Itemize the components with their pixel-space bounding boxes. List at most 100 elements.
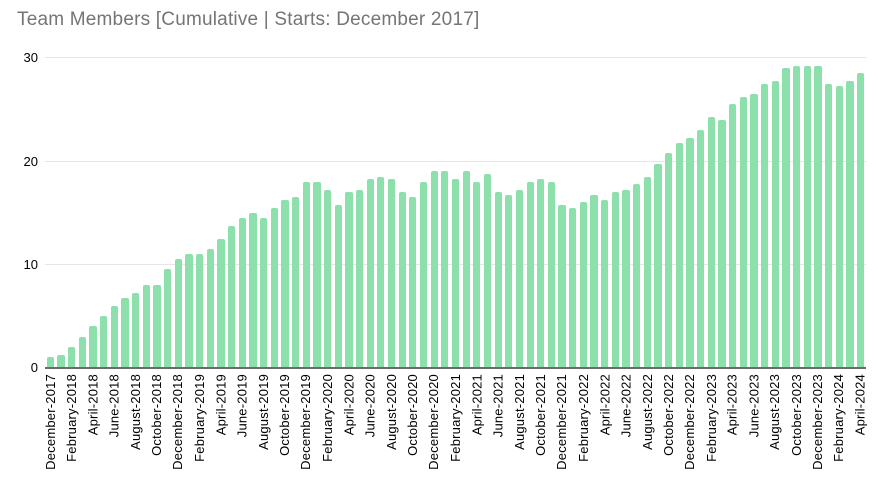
- bar-October-2022[interactable]: [665, 153, 673, 368]
- bar-April-2023[interactable]: [729, 104, 737, 368]
- bar-February-2023[interactable]: [707, 117, 716, 368]
- bar-March-2023[interactable]: [718, 119, 726, 368]
- x-tick-label-April-2024: April-2024: [852, 374, 868, 436]
- bar-December-2023[interactable]: [814, 65, 822, 368]
- bar-November-2022[interactable]: [675, 143, 684, 368]
- x-tick-label-June-2020: June-2020: [362, 374, 378, 438]
- x-tick-label-October-2022: October-2022: [660, 374, 676, 456]
- bar-March-2022[interactable]: [590, 194, 598, 368]
- bar-April-2024[interactable]: [857, 73, 865, 368]
- bar-November-2018[interactable]: [163, 269, 172, 368]
- bar-February-2018[interactable]: [68, 346, 76, 368]
- bar-September-2021[interactable]: [526, 181, 534, 368]
- bar-December-2022[interactable]: [686, 137, 694, 368]
- bar-September-2019[interactable]: [270, 207, 278, 368]
- bar-January-2018[interactable]: [57, 354, 65, 368]
- bar-August-2023[interactable]: [771, 81, 779, 368]
- bar-May-2023[interactable]: [739, 96, 747, 368]
- x-tick-label-August-2023: August-2023: [767, 374, 783, 450]
- bar-June-2022[interactable]: [622, 189, 630, 368]
- bar-March-2020[interactable]: [334, 205, 342, 368]
- bar-July-2020[interactable]: [377, 176, 385, 368]
- bar-March-2018[interactable]: [78, 336, 86, 368]
- bar-November-2021[interactable]: [547, 181, 556, 368]
- x-tick-label-August-2020: August-2020: [383, 374, 399, 450]
- bar-July-2019[interactable]: [249, 212, 257, 368]
- bar-September-2018[interactable]: [142, 284, 150, 368]
- x-tick-label-August-2019: August-2019: [255, 374, 271, 450]
- x-tick-label-December-2019: December-2019: [298, 374, 314, 470]
- bar-October-2020[interactable]: [409, 197, 417, 368]
- bar-August-2020[interactable]: [387, 179, 396, 368]
- bar-January-2024[interactable]: [825, 83, 833, 368]
- bar-September-2022[interactable]: [654, 163, 662, 368]
- x-tick-label-February-2020: February-2020: [319, 374, 335, 462]
- bar-October-2018[interactable]: [153, 284, 161, 368]
- x-tick-label-August-2021: August-2021: [511, 374, 527, 450]
- x-tick-label-December-2021: December-2021: [554, 374, 570, 470]
- bar-October-2023[interactable]: [793, 65, 801, 368]
- bar-March-2024[interactable]: [846, 81, 854, 368]
- x-tick-label-February-2021: February-2021: [447, 374, 463, 462]
- x-tick-label-June-2023: June-2023: [746, 374, 762, 438]
- x-tick-label-June-2022: June-2022: [618, 374, 634, 438]
- bar-December-2018[interactable]: [174, 259, 182, 368]
- bar-August-2019[interactable]: [259, 217, 268, 368]
- x-tick-label-February-2024: February-2024: [831, 374, 847, 462]
- bar-December-2020[interactable]: [430, 171, 438, 368]
- bar-October-2019[interactable]: [281, 199, 289, 368]
- bar-February-2024[interactable]: [835, 86, 843, 368]
- bar-January-2019[interactable]: [185, 254, 193, 368]
- bar-June-2021[interactable]: [494, 192, 502, 368]
- bar-July-2023[interactable]: [761, 83, 769, 368]
- bar-April-2019[interactable]: [217, 238, 225, 368]
- x-tick-label-October-2018: October-2018: [148, 374, 164, 456]
- bar-July-2021[interactable]: [505, 194, 513, 368]
- bar-November-2020[interactable]: [419, 181, 428, 368]
- bar-May-2019[interactable]: [227, 225, 236, 368]
- bar-August-2022[interactable]: [643, 176, 652, 368]
- bar-May-2018[interactable]: [100, 315, 108, 368]
- bar-May-2021[interactable]: [483, 174, 492, 368]
- bar-June-2023[interactable]: [750, 94, 758, 368]
- bar-November-2019[interactable]: [291, 197, 300, 368]
- bar-May-2022[interactable]: [611, 192, 620, 368]
- bar-April-2021[interactable]: [473, 181, 481, 368]
- bar-July-2018[interactable]: [121, 297, 129, 368]
- bar-December-2019[interactable]: [302, 181, 310, 368]
- bar-February-2021[interactable]: [451, 179, 460, 368]
- bar-March-2019[interactable]: [206, 248, 214, 368]
- bar-August-2021[interactable]: [515, 189, 524, 368]
- bar-December-2021[interactable]: [558, 205, 566, 368]
- bar-May-2020[interactable]: [355, 189, 364, 368]
- bar-February-2020[interactable]: [323, 189, 332, 368]
- bar-February-2019[interactable]: [195, 254, 204, 368]
- bar-February-2022[interactable]: [579, 202, 588, 368]
- x-tick-label-August-2022: August-2022: [639, 374, 655, 450]
- bar-October-2021[interactable]: [537, 179, 545, 368]
- x-tick-label-June-2019: June-2019: [234, 374, 250, 438]
- bar-September-2020[interactable]: [398, 192, 406, 368]
- x-tick-label-February-2019: February-2019: [191, 374, 207, 462]
- x-tick-label-February-2018: February-2018: [63, 374, 79, 462]
- bar-November-2023[interactable]: [803, 65, 811, 368]
- bar-March-2021[interactable]: [462, 171, 470, 368]
- bar-June-2018[interactable]: [110, 305, 118, 368]
- bar-June-2020[interactable]: [366, 179, 374, 368]
- bar-June-2019[interactable]: [238, 217, 246, 368]
- x-tick-label-October-2020: October-2020: [404, 374, 420, 456]
- bar-January-2020[interactable]: [313, 181, 321, 368]
- grid-line-30: [45, 57, 866, 59]
- bar-December-2017[interactable]: [46, 357, 54, 368]
- bar-January-2022[interactable]: [569, 207, 577, 368]
- bar-July-2022[interactable]: [633, 184, 641, 368]
- bar-August-2018[interactable]: [132, 292, 140, 368]
- bar-January-2021[interactable]: [441, 171, 449, 368]
- bar-April-2020[interactable]: [345, 192, 353, 368]
- bar-January-2023[interactable]: [697, 130, 705, 368]
- x-tick-label-June-2018: June-2018: [106, 374, 122, 438]
- x-tick-label-December-2017: December-2017: [42, 374, 58, 470]
- bar-April-2018[interactable]: [89, 326, 97, 368]
- bar-September-2023[interactable]: [782, 68, 790, 368]
- bar-April-2022[interactable]: [601, 199, 609, 368]
